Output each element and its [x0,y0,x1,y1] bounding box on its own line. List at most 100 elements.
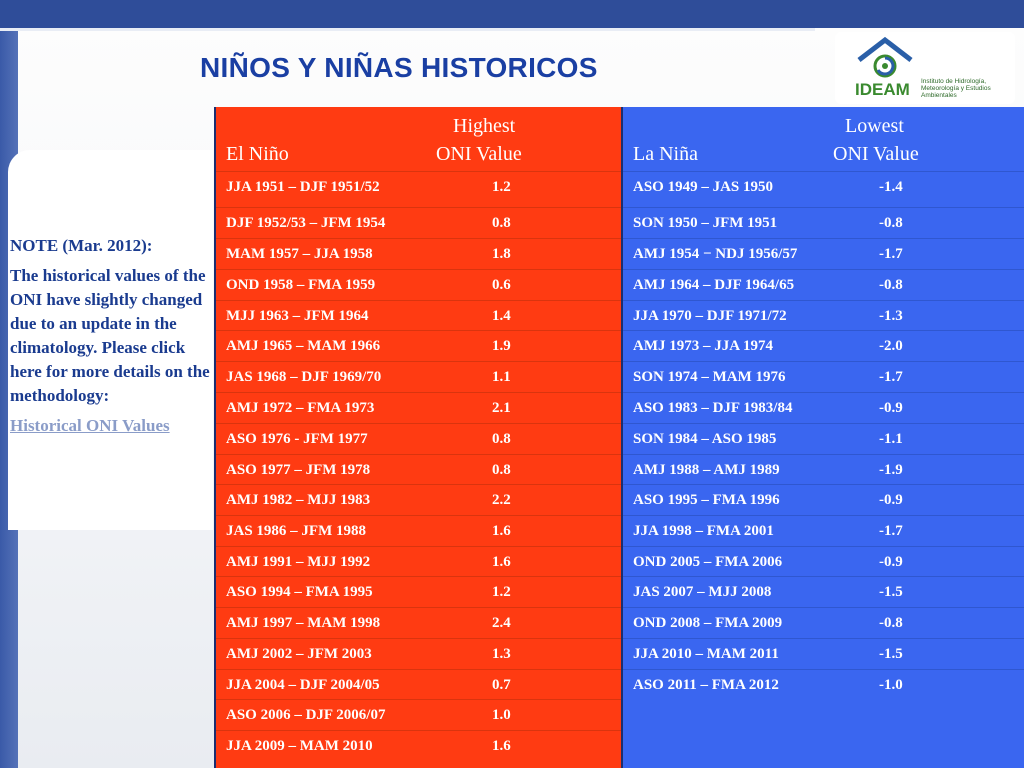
la-nina-period: JAS 2007 – MJJ 2008 [633,584,772,600]
el-nino-period: ASO 1977 – JFM 1978 [226,462,371,478]
el-nino-period: ASO 2006 – DJF 2006/07 [226,707,386,723]
el-nino-oni-value: 0.8 [492,462,511,478]
la-nina-row: JJA 1970 – DJF 1971/72 -1.3 [623,300,1024,331]
el-nino-oni-value: 1.1 [492,369,511,385]
el-nino-row: AMJ 2002 – JFM 2003 1.3 [216,638,624,669]
el-nino-oni-value: 1.4 [492,308,511,324]
la-nina-header-left: La Niña [633,143,698,165]
el-nino-row: JAS 1968 – DJF 1969/70 1.1 [216,361,624,392]
el-nino-header-top: Highest [453,115,516,137]
el-nino-period: JAS 1986 – JFM 1988 [226,523,366,539]
logo-wordmark: IDEAM [855,80,910,99]
la-nina-row: ASO 2011 – FMA 2012 -1.0 [623,669,1024,700]
la-nina-oni-value: -1.4 [879,179,903,195]
el-nino-oni-value: 2.1 [492,400,511,416]
el-nino-row: MJJ 1963 – JFM 1964 1.4 [216,300,624,331]
la-nina-row: OND 2008 – FMA 2009 -0.8 [623,607,1024,638]
el-nino-oni-value: 1.2 [492,179,511,195]
el-nino-oni-value: 0.8 [492,431,511,447]
la-nina-period: JJA 2010 – MAM 2011 [633,646,779,662]
el-nino-period: AMJ 1965 – MAM 1966 [226,338,381,354]
el-nino-period: MJJ 1963 – JFM 1964 [226,308,369,324]
el-nino-period: AMJ 1972 – FMA 1973 [226,400,375,416]
table-divider [621,107,623,768]
page-title: NIÑOS Y NIÑAS HISTORICOS [200,52,598,83]
la-nina-row: SON 1950 – JFM 1951 -0.8 [623,207,1024,238]
la-nina-period: JJA 1998 – FMA 2001 [633,523,774,539]
el-nino-oni-value: 1.0 [492,707,511,723]
la-nina-oni-value: -1.3 [879,308,903,324]
el-nino-row: JAS 1986 – JFM 1988 1.6 [216,515,624,546]
el-nino-table: Highest El Niño ONI Value JJA 1951 – DJF… [214,107,624,768]
el-nino-period: DJF 1952/53 – JFM 1954 [226,215,386,231]
note-box: NOTE (Mar. 2012): The historical values … [10,234,212,444]
el-nino-row: JJA 2004 – DJF 2004/05 0.7 [216,669,624,700]
la-nina-row: JJA 2010 – MAM 2011 -1.5 [623,638,1024,669]
la-nina-oni-value: -1.7 [879,523,903,539]
el-nino-row: OND 1958 – FMA 1959 0.6 [216,269,624,300]
la-nina-period: AMJ 1954 − NDJ 1956/57 [633,246,798,262]
note-body: The historical values of the ONI have sl… [10,266,210,405]
el-nino-oni-value: 1.3 [492,646,511,662]
la-nina-row: AMJ 1964 – DJF 1964/65 -0.8 [623,269,1024,300]
el-nino-row: AMJ 1997 – MAM 1998 2.4 [216,607,624,638]
la-nina-row: SON 1984 – ASO 1985 -1.1 [623,423,1024,454]
el-nino-row: AMJ 1972 – FMA 1973 2.1 [216,392,624,423]
el-nino-period: AMJ 1982 – MJJ 1983 [226,492,371,508]
la-nina-period: ASO 1995 – FMA 1996 [633,492,780,508]
la-nina-period: OND 2005 – FMA 2006 [633,554,783,570]
el-nino-period: JJA 2004 – DJF 2004/05 [226,677,380,693]
el-nino-row: AMJ 1991 – MJJ 1992 1.6 [216,546,624,577]
el-nino-period: ASO 1994 – FMA 1995 [226,584,373,600]
el-nino-period: AMJ 1997 – MAM 1998 [226,615,381,631]
la-nina-oni-value: -0.8 [879,615,903,631]
el-nino-period: MAM 1957 – JJA 1958 [226,246,373,262]
el-nino-row: AMJ 1965 – MAM 1966 1.9 [216,330,624,361]
la-nina-row: ASO 1983 – DJF 1983/84 -0.9 [623,392,1024,423]
la-nina-period: AMJ 1988 – AMJ 1989 [633,462,780,478]
la-nina-oni-value: -2.0 [879,338,903,354]
la-nina-row: OND 2005 – FMA 2006 -0.9 [623,546,1024,577]
la-nina-row: ASO 1949 – JAS 1950 -1.4 [623,171,1024,202]
el-nino-oni-value: 2.2 [492,492,511,508]
el-nino-oni-value: 2.4 [492,615,511,631]
la-nina-row: JAS 2007 – MJJ 2008 -1.5 [623,576,1024,607]
la-nina-period: SON 1984 – ASO 1985 [633,431,777,447]
la-nina-oni-value: -0.8 [879,215,903,231]
el-nino-oni-value: 0.7 [492,677,511,693]
la-nina-row: AMJ 1954 − NDJ 1956/57 -1.7 [623,238,1024,269]
la-nina-period: AMJ 1973 – JJA 1974 [633,338,773,354]
el-nino-row: DJF 1952/53 – JFM 1954 0.8 [216,207,624,238]
la-nina-period: AMJ 1964 – DJF 1964/65 [633,277,795,293]
el-nino-row: ASO 2006 – DJF 2006/07 1.0 [216,699,624,730]
historical-oni-link[interactable]: Historical ONI Values [10,416,170,435]
la-nina-oni-value: -1.5 [879,646,903,662]
el-nino-oni-value: 1.6 [492,554,511,570]
el-nino-period: JAS 1968 – DJF 1969/70 [226,369,382,385]
el-nino-oni-value: 1.9 [492,338,511,354]
el-nino-row: ASO 1977 – JFM 1978 0.8 [216,454,624,485]
la-nina-oni-value: -1.7 [879,369,903,385]
la-nina-period: SON 1974 – MAM 1976 [633,369,786,385]
el-nino-period: JJA 2009 – MAM 2010 [226,738,373,754]
la-nina-row: AMJ 1973 – JJA 1974 -2.0 [623,330,1024,361]
la-nina-oni-value: -0.9 [879,554,903,570]
el-nino-oni-value: 1.8 [492,246,511,262]
la-nina-row: AMJ 1988 – AMJ 1989 -1.9 [623,454,1024,485]
el-nino-period: ASO 1976 - JFM 1977 [226,431,368,447]
top-rule [0,28,815,31]
el-nino-header-left: El Niño [226,143,289,165]
ideam-house-icon [857,36,913,78]
la-nina-period: JJA 1970 – DJF 1971/72 [633,308,787,324]
el-nino-oni-value: 1.2 [492,584,511,600]
la-nina-oni-value: -0.9 [879,492,903,508]
la-nina-table: Lowest La Niña ONI Value ASO 1949 – JAS … [623,107,1024,768]
la-nina-row: ASO 1995 – FMA 1996 -0.9 [623,484,1024,515]
el-nino-row: JJA 2009 – MAM 2010 1.6 [216,730,624,761]
la-nina-period: ASO 2011 – FMA 2012 [633,677,779,693]
el-nino-period: AMJ 2002 – JFM 2003 [226,646,372,662]
la-nina-oni-value: -1.7 [879,246,903,262]
el-nino-row: ASO 1994 – FMA 1995 1.2 [216,576,624,607]
la-nina-oni-value: -1.5 [879,584,903,600]
el-nino-row: MAM 1957 – JJA 1958 1.8 [216,238,624,269]
